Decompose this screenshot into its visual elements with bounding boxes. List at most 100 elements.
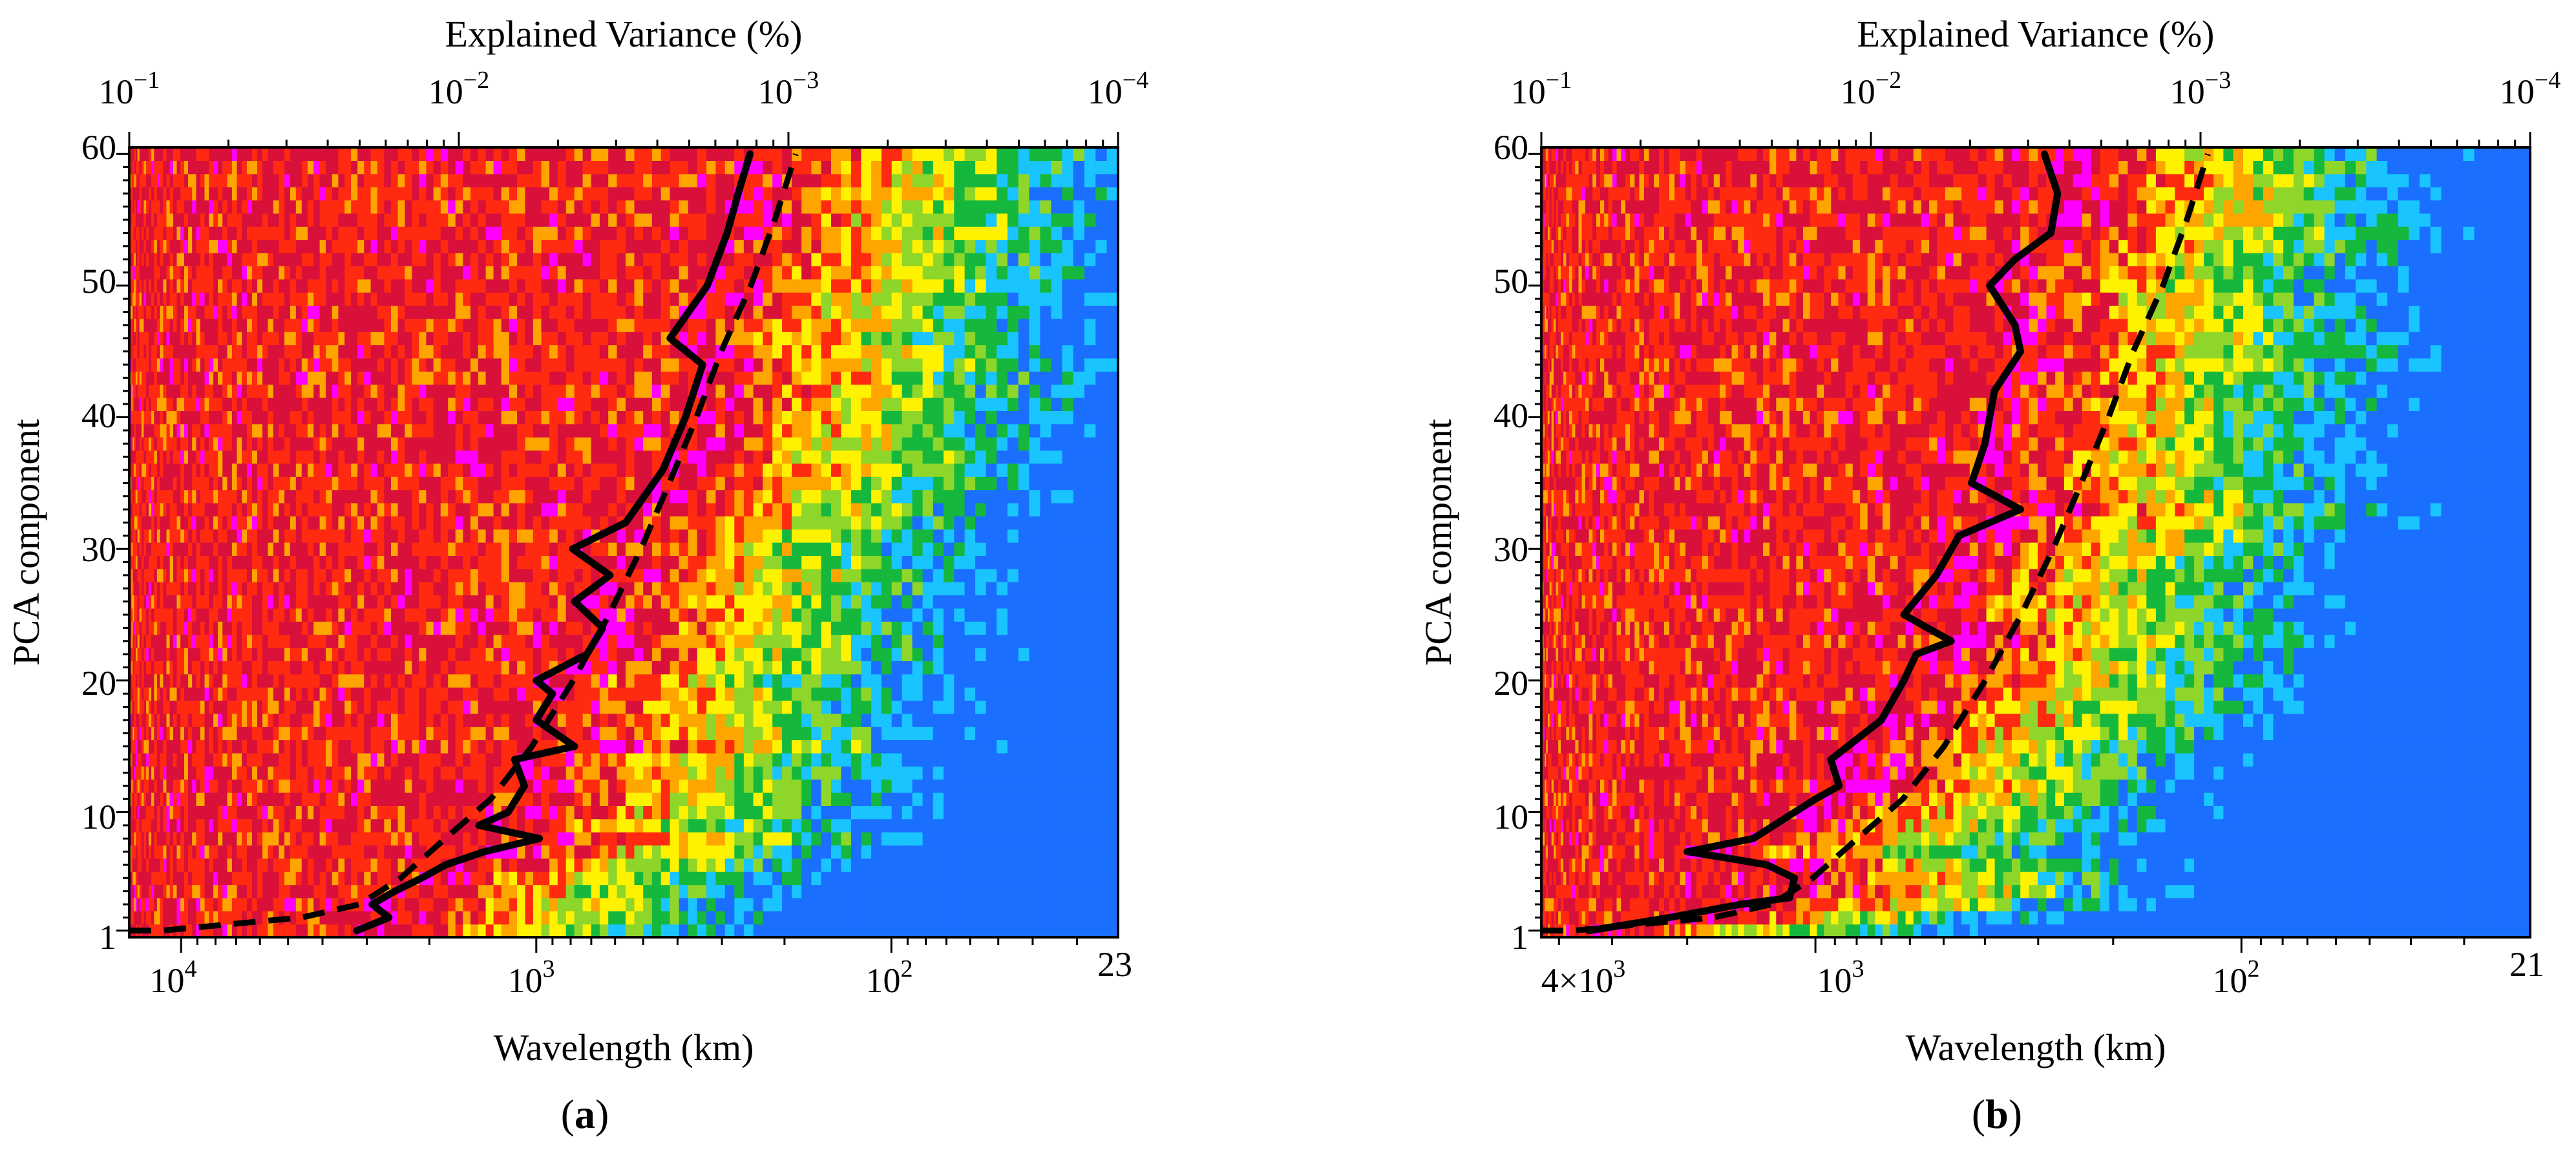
heatmap-cell [434,542,441,556]
heatmap-cell [242,687,247,701]
heatmap-cell [364,858,371,872]
heatmap-cell [196,648,201,661]
heatmap-cell [170,582,174,595]
heatmap-cell [1029,648,1041,661]
heatmap-cell [232,503,237,516]
heatmap-cell [933,687,944,701]
heatmap-cell [841,858,851,872]
heatmap-cell [566,819,575,833]
heatmap-cell [913,582,924,595]
heatmap-cell [715,832,725,845]
heatmap-cell [448,582,456,595]
heatmap-cell [209,819,214,833]
heatmap-cell [192,753,196,767]
heatmap-cell [232,608,237,622]
heatmap-cell [811,555,821,569]
heatmap-cell [1008,858,1019,872]
heatmap-cell [882,621,892,635]
heatmap-cell [1073,753,1085,767]
heatmap-cell [734,555,744,569]
heatmap-cell [332,476,339,490]
heatmap-cell [398,832,405,845]
heatmap-cell [1029,503,1041,516]
heatmap-cell [617,885,626,898]
heatmap-cell [486,766,494,780]
heatmap-cell [652,740,661,754]
heatmap-cell [247,516,253,529]
heatmap-cell [279,753,284,767]
heatmap-cell [279,529,284,543]
heatmap-cell [441,740,449,754]
heatmap-cell [558,490,566,504]
heatmap-cell [661,805,670,819]
heatmap-cell [1107,516,1119,529]
heatmap-cell [734,595,744,609]
heatmap-cell [434,621,441,635]
heatmap-cell [661,911,670,924]
heatmap-cell [871,542,882,556]
heatmap-cell [184,569,189,582]
heatmap-cell [257,661,263,674]
heatmap-cell [326,727,332,740]
heatmap-cell [715,621,725,635]
heatmap-cell [157,780,160,793]
heatmap-cell [252,569,258,582]
heatmap-cell [643,555,652,569]
heatmap-cell [558,700,566,714]
heatmap-cell [1040,792,1051,806]
heatmap-cell [1095,792,1107,806]
heatmap-cell [296,727,302,740]
heatmap-cell [227,858,233,872]
heatmap-cell [157,819,160,833]
heatmap-cell [151,635,154,648]
heatmap-cell [357,476,364,490]
heatmap-cell [262,885,268,898]
heatmap-cell [697,516,707,529]
heatmap-cell [1107,674,1119,688]
heatmap-cell [706,832,716,845]
heatmap-cell [965,832,976,845]
heatmap-cell [441,595,449,609]
heatmap-cell [154,845,157,858]
heatmap-cell [772,529,783,543]
heatmap-cell [1019,898,1029,911]
heatmap-cell [913,569,924,582]
heatmap-cell [434,674,441,688]
heatmap-cell [841,674,851,688]
heatmap-cell [706,700,716,714]
heatmap-cell [734,727,744,740]
heatmap-cell [200,555,205,569]
heatmap-cell [456,674,463,688]
heatmap-cell [371,635,378,648]
heatmap-cell [975,792,986,806]
heatmap-cell [1084,542,1096,556]
heatmap-cell [351,674,358,688]
heatmap-cell [412,582,419,595]
heatmap-cell [608,832,617,845]
heatmap-cell [463,542,470,556]
heatmap-cell [384,727,391,740]
heatmap-cell [344,819,352,833]
heatmap-cell [326,687,332,701]
heatmap-cell [1095,819,1107,833]
heatmap-cell [861,621,872,635]
heatmap-cell [332,753,339,767]
heatmap-cell [196,529,201,543]
heatmap-cell [332,582,339,595]
heatmap-cell [213,648,218,661]
heatmap-cell [173,661,177,674]
heatmap-cell [252,542,258,556]
heatmap-cell [763,819,772,833]
heatmap-cell [146,714,149,727]
heatmap-cell [332,635,339,648]
heatmap-cell [626,490,635,504]
heatmap-cell [232,700,237,714]
heatmap-cell [772,885,783,898]
heatmap-cell [517,871,525,885]
heatmap-cell [247,687,253,701]
heatmap-cell [196,858,201,872]
heatmap-cell [308,516,314,529]
heatmap-cell [284,871,290,885]
heatmap-cell [1029,780,1041,793]
heatmap-cell [332,766,339,780]
